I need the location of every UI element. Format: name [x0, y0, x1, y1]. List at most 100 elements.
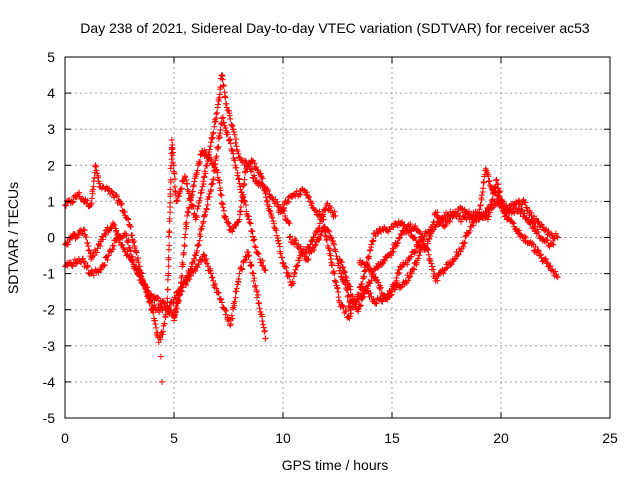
data-point: [93, 167, 100, 174]
data-point: [274, 198, 281, 205]
data-point: [340, 276, 347, 283]
data-point: [368, 241, 375, 248]
axis-ticks: [64, 56, 611, 419]
data-point: [407, 221, 414, 228]
data-point: [221, 93, 228, 100]
data-point: [492, 188, 499, 195]
data-point: [217, 296, 224, 303]
data-point: [404, 228, 411, 235]
data-point: [210, 161, 217, 168]
data-point: [208, 181, 215, 188]
data-point: [197, 226, 204, 233]
data-point: [429, 263, 436, 270]
data-point: [308, 238, 315, 245]
data-point: [305, 194, 312, 201]
data-point: [340, 304, 347, 311]
data-point: [154, 294, 161, 301]
x-tick-label: 10: [275, 430, 291, 446]
data-point: [217, 121, 224, 128]
data-point: [255, 291, 262, 298]
data-point: [470, 222, 477, 229]
data-point: [166, 242, 173, 249]
data-point: [357, 302, 364, 309]
data-point: [216, 132, 223, 139]
data-point: [484, 216, 491, 223]
data-point: [426, 236, 433, 243]
data-point: [511, 209, 518, 216]
data-point: [254, 249, 261, 256]
data-point: [199, 183, 206, 190]
data-points: [62, 72, 561, 385]
data-point: [553, 233, 560, 240]
series-trace-e: [275, 185, 561, 322]
data-point: [397, 220, 404, 227]
data-point: [525, 217, 532, 224]
data-point: [245, 212, 252, 219]
data-point: [364, 262, 371, 269]
data-point: [202, 170, 209, 177]
data-point: [275, 240, 282, 247]
data-point: [374, 230, 381, 237]
data-point: [213, 153, 220, 160]
data-point: [271, 224, 278, 231]
data-point: [125, 216, 132, 223]
data-point: [334, 256, 341, 263]
data-point: [227, 140, 234, 147]
data-point: [250, 270, 257, 277]
data-point: [248, 227, 255, 234]
data-point: [166, 215, 173, 222]
data-point: [139, 277, 146, 284]
data-point: [218, 192, 225, 199]
data-point: [495, 192, 502, 199]
data-point: [408, 270, 415, 277]
data-point: [334, 285, 341, 292]
data-point: [130, 239, 137, 246]
data-point: [287, 233, 294, 240]
series-outliers: [157, 353, 166, 385]
data-point: [192, 252, 199, 259]
data-point: [178, 185, 185, 192]
data-point: [182, 281, 189, 288]
data-point: [198, 187, 205, 194]
data-point: [200, 251, 207, 258]
data-point: [168, 144, 175, 151]
data-point: [335, 260, 342, 267]
data-point: [361, 274, 368, 281]
data-point: [542, 226, 549, 233]
data-point: [84, 239, 91, 246]
data-point: [208, 274, 215, 281]
data-point: [227, 322, 234, 329]
data-point: [86, 247, 93, 254]
y-tick-label: -4: [43, 374, 56, 390]
data-point: [266, 207, 273, 214]
data-point: [111, 222, 118, 229]
data-point: [69, 263, 76, 270]
data-point: [410, 265, 417, 272]
data-point: [487, 182, 494, 189]
x-tick-label: 15: [384, 430, 400, 446]
data-point: [232, 294, 239, 301]
data-point: [193, 247, 200, 254]
data-point: [252, 244, 259, 251]
data-point: [201, 252, 208, 259]
data-point: [254, 294, 261, 301]
data-point: [404, 261, 411, 268]
data-point: [215, 98, 222, 105]
data-point: [222, 311, 229, 318]
data-point: [306, 244, 313, 251]
data-point: [69, 199, 76, 206]
data-point: [65, 241, 72, 248]
data-point: [118, 200, 125, 207]
data-point: [388, 252, 395, 259]
data-point: [165, 263, 172, 270]
data-point: [236, 208, 243, 215]
data-point: [190, 203, 197, 210]
data-point: [210, 129, 217, 136]
data-point: [262, 335, 269, 342]
data-point: [447, 261, 454, 268]
data-point: [236, 270, 243, 277]
data-point: [506, 214, 513, 221]
data-point: [222, 94, 229, 101]
data-point: [241, 176, 248, 183]
data-point: [344, 287, 351, 294]
